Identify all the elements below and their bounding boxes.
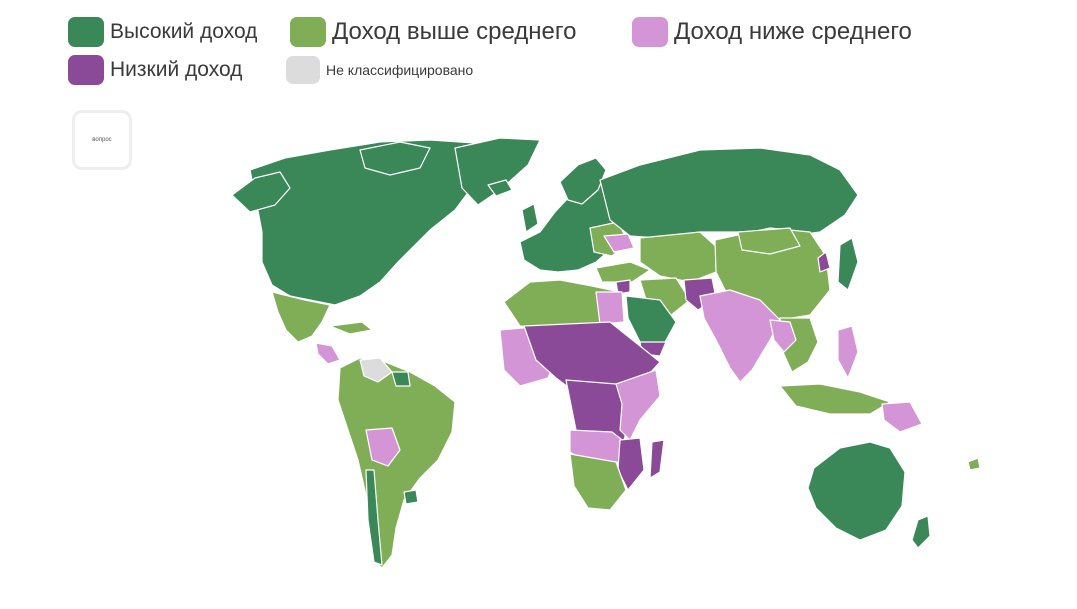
- legend-swatch-lower-middle: [632, 17, 668, 47]
- region-central-asia: [639, 231, 721, 283]
- region-southern-africa: [569, 453, 627, 511]
- legend-swatch-unclassified: [286, 56, 320, 84]
- region-australia: [807, 441, 906, 541]
- region-egypt: [595, 291, 625, 325]
- region-papua: [881, 401, 923, 433]
- region-central-america: [315, 342, 341, 365]
- region-south-asia: [699, 289, 781, 383]
- region-madagascar: [649, 439, 665, 479]
- legend-swatch-low: [68, 55, 104, 85]
- legend-label-unclassified: Не классифицировано: [326, 62, 474, 78]
- region-indonesia: [779, 383, 891, 415]
- region-south-america: [337, 357, 456, 569]
- legend-label-low: Низкий доход: [110, 58, 243, 81]
- region-mongolia: [737, 227, 801, 255]
- region-bolivia: [365, 427, 401, 467]
- region-japan: [837, 237, 859, 291]
- region-uruguay: [403, 489, 419, 505]
- region-alaska: [231, 171, 291, 213]
- question-badge[interactable]: вопрос: [72, 110, 132, 170]
- region-russia: [599, 147, 859, 239]
- region-venezuela: [359, 357, 393, 383]
- question-badge-label: вопрос: [92, 137, 112, 143]
- legend-item-upper-middle-income: Доход выше среднего: [290, 17, 576, 47]
- legend-item-high-income: Высокий доход: [68, 17, 257, 47]
- legend-label-upper-middle: Доход выше среднего: [332, 18, 577, 45]
- region-new-zealand: [911, 515, 931, 549]
- region-greenland: [454, 137, 541, 206]
- region-uk: [521, 203, 539, 233]
- region-iceland: [487, 179, 513, 197]
- region-mozambique: [617, 437, 645, 491]
- region-myanmar-laos: [769, 319, 797, 353]
- region-north-korea: [817, 251, 831, 273]
- region-mexico: [271, 291, 331, 343]
- legend-item-unclassified: Не классифицировано: [286, 56, 473, 84]
- map-legend: Высокий доход Доход выше среднего Доход …: [0, 0, 1077, 100]
- region-pacific-islands: [967, 457, 981, 471]
- legend-swatch-high: [68, 17, 104, 47]
- region-north-america: [249, 139, 521, 306]
- legend-label-high: Высокий доход: [110, 20, 258, 43]
- region-arctic-islands: [359, 141, 431, 176]
- region-turkey: [595, 261, 651, 283]
- legend-item-low-income: Низкий доход: [68, 55, 242, 85]
- region-guianas: [391, 371, 411, 387]
- region-east-africa: [615, 369, 661, 441]
- region-philippines: [837, 325, 859, 379]
- region-ukraine: [603, 233, 635, 253]
- region-syria: [615, 279, 631, 295]
- region-chile: [365, 469, 383, 566]
- region-caribbean: [329, 321, 373, 335]
- legend-swatch-upper-middle: [290, 17, 326, 47]
- legend-label-lower-middle: Доход ниже среднего: [674, 18, 912, 45]
- legend-item-lower-middle-income: Доход ниже среднего: [632, 17, 912, 47]
